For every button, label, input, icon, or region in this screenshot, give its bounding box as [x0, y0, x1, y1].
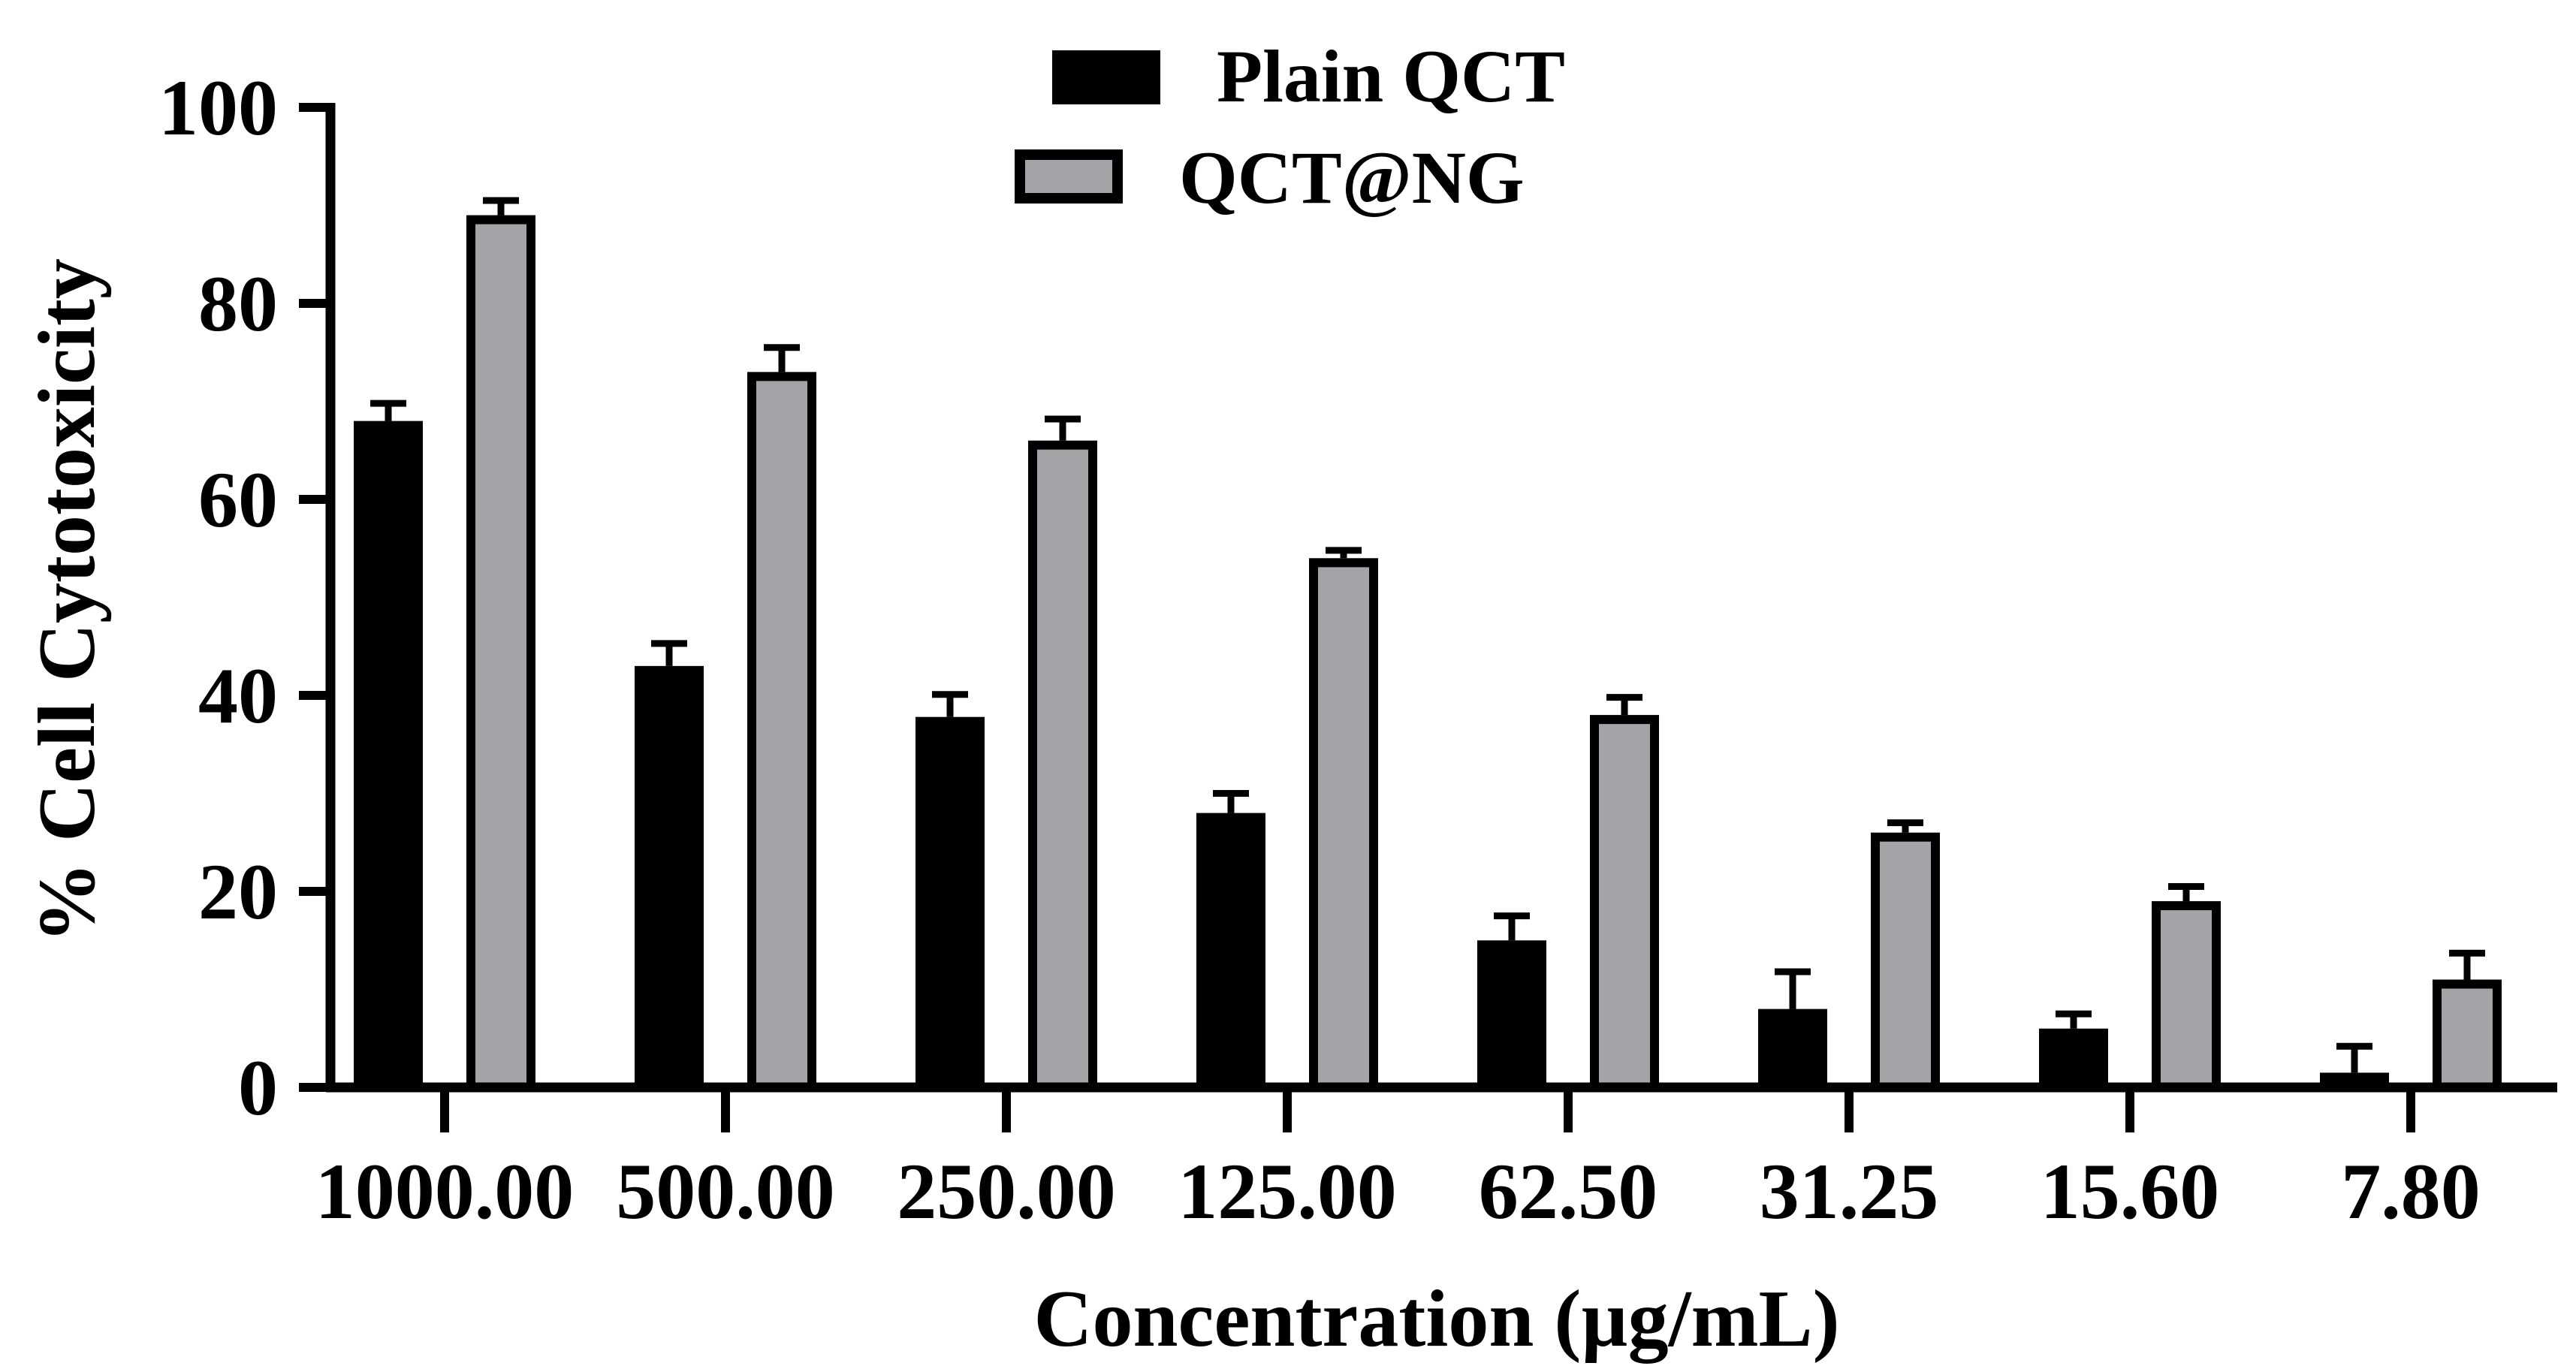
x-tick-label: 62.50 [1479, 1147, 1658, 1235]
error-bar-plain-qct [1775, 968, 1811, 1009]
bar-plain-qct [1477, 940, 1546, 1087]
legend-swatch-qct-ng [1015, 149, 1123, 204]
legend-label-qct-ng: QCT@NG [1179, 136, 1525, 219]
bar-qct-ng [2433, 979, 2502, 1092]
error-bar-qct-ng [483, 197, 519, 216]
legend-swatch-plain-qct [1052, 50, 1160, 104]
error-bar-plain-qct [1213, 790, 1249, 813]
x-tick-label: 500.00 [616, 1147, 835, 1235]
error-bar-qct-ng [1887, 819, 1923, 833]
error-bar-plain-qct [370, 400, 406, 421]
y-axis-title: % Cell Cytotoxicity [23, 258, 112, 943]
error-bar-plain-qct [1494, 912, 1530, 941]
bar-qct-ng [747, 372, 816, 1093]
x-tick-label: 7.80 [2341, 1147, 2481, 1235]
bar-plain-qct [915, 716, 985, 1087]
y-tick-label: 0 [238, 1044, 278, 1132]
bar-plain-qct [2039, 1028, 2108, 1087]
error-bar-qct-ng [1606, 694, 1642, 716]
legend: Plain QCT QCT@NG [1015, 35, 1565, 219]
x-tick-label: 250.00 [897, 1147, 1116, 1235]
bar-qct-ng [2152, 901, 2221, 1093]
bar-qct-ng [1871, 832, 1940, 1092]
bar-plain-qct [635, 665, 704, 1087]
x-tick-label: 15.60 [2041, 1147, 2220, 1235]
legend-label-plain-qct: Plain QCT [1217, 35, 1565, 118]
bar-plain-qct [1758, 1009, 1827, 1087]
x-tick-label: 125.00 [1178, 1147, 1397, 1235]
x-axis-title: Concentration (µg/mL) [1033, 1274, 1839, 1364]
error-bar-qct-ng [1045, 415, 1081, 441]
y-tick-label: 100 [158, 64, 278, 152]
error-bar-qct-ng [764, 344, 800, 372]
bar-qct-ng [1590, 715, 1659, 1092]
bar-qct-ng [1028, 440, 1097, 1092]
y-tick-label: 20 [198, 848, 278, 936]
y-tick-label: 40 [198, 652, 278, 740]
error-bar-plain-qct [2056, 1010, 2092, 1029]
bar-plain-qct [1196, 813, 1265, 1087]
y-tick-label: 80 [198, 260, 278, 348]
error-bar-plain-qct [2336, 1042, 2372, 1073]
bar-qct-ng [466, 215, 535, 1092]
x-tick-label: 1000.00 [315, 1147, 575, 1235]
bar-qct-ng [1309, 558, 1378, 1092]
error-bar-qct-ng [1326, 547, 1362, 559]
error-bar-plain-qct [932, 691, 968, 717]
x-tick-label: 31.25 [1760, 1147, 1939, 1235]
error-bar-plain-qct [651, 640, 687, 666]
y-tick-label: 60 [198, 456, 278, 544]
error-bar-qct-ng [2168, 882, 2204, 902]
error-bar-qct-ng [2449, 949, 2485, 980]
bar-plain-qct [354, 421, 423, 1087]
